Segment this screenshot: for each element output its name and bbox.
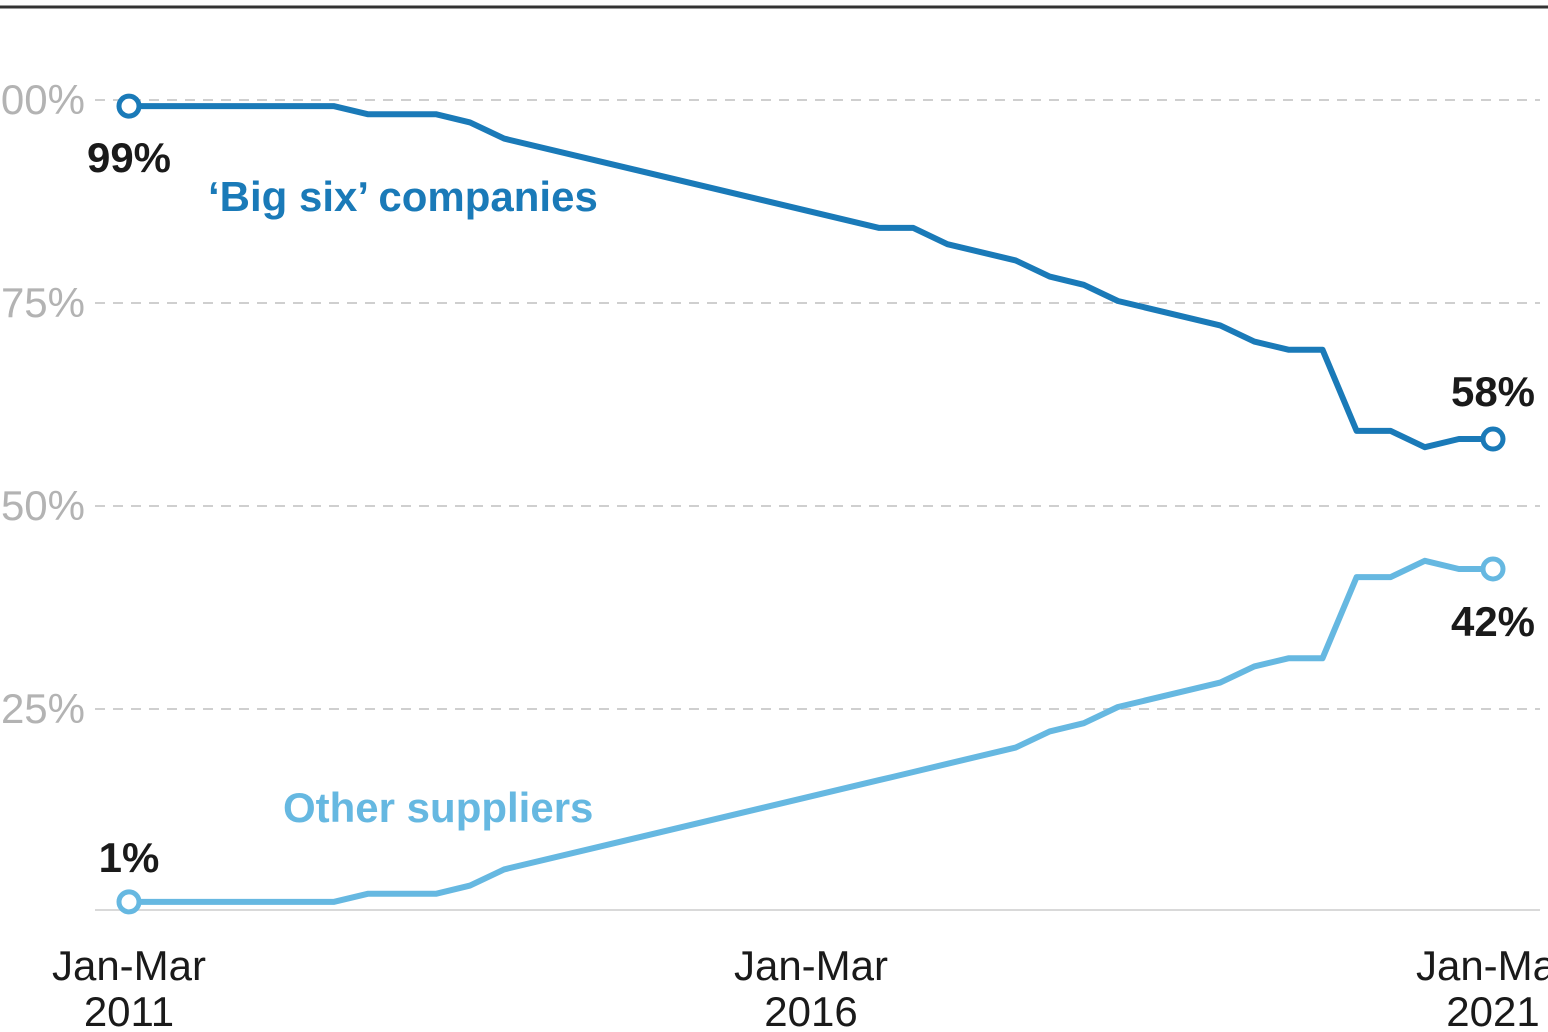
y-tick-label-50: 50% (1, 482, 85, 529)
other-end-value: 42% (1451, 598, 1535, 645)
series-start-marker-0 (116, 93, 142, 119)
series-lines (116, 93, 1506, 915)
series-labels: ‘Big six’ companies Other suppliers 99% 58%… (87, 134, 1535, 881)
gridlines (95, 99, 1540, 911)
x-tick-label-line1-0: Jan-Mar (52, 942, 206, 989)
other-start-value: 1% (99, 834, 160, 881)
series-start-marker-1 (116, 889, 142, 915)
series-end-marker-1 (1480, 556, 1506, 582)
x-tick-label-line2-1: 2016 (764, 988, 857, 1032)
series-label-big-six: ‘Big six’ companies (208, 173, 598, 220)
y-tick-label-100: 100% (0, 76, 85, 123)
x-tick-label-line1-2: Jan-Mar (1416, 942, 1548, 989)
y-axis-ticks: 100% 75% 50% 25% (0, 76, 85, 732)
big-six-end-value: 58% (1451, 368, 1535, 415)
series-end-marker-0 (1480, 426, 1506, 452)
x-tick-label-line2-0: 2011 (84, 988, 174, 1032)
x-tick-label-line2-2: 2021 (1446, 988, 1539, 1032)
y-tick-label-75: 75% (1, 279, 85, 326)
series-label-other-suppliers: Other suppliers (283, 784, 593, 831)
series-line-1 (126, 557, 1496, 905)
big-six-start-value: 99% (87, 134, 171, 181)
y-tick-label-25: 25% (1, 685, 85, 732)
series-line-0 (126, 103, 1496, 451)
x-tick-label-line1-1: Jan-Mar (734, 942, 888, 989)
